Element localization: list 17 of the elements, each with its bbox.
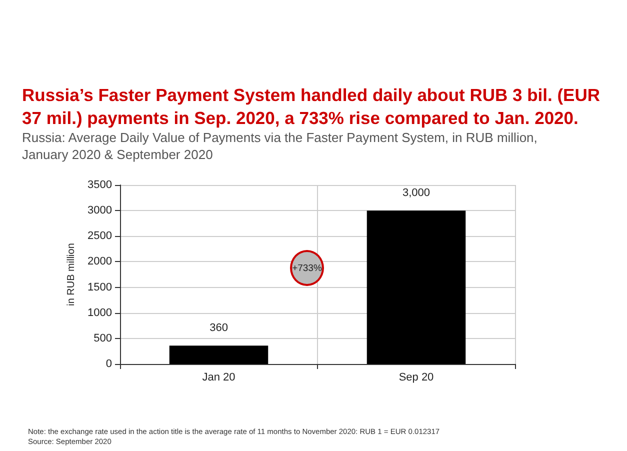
y-tick-label: 0 <box>106 358 112 370</box>
data-label: 360 <box>210 322 228 334</box>
y-tick-label: 3000 <box>88 204 112 217</box>
circle-badge: +733% <box>290 250 324 286</box>
y-tick-label: 2000 <box>88 256 112 268</box>
annotation: +733% <box>292 262 322 274</box>
chart-title: Russia’s Faster Payment System handled daily about RUB 3 bil. (EUR 37 mil.) payments in Sep. 2020, a 733% rise compared to Jan. 2020. <box>22 84 601 130</box>
x-tick-label: Sep 20 <box>398 372 434 384</box>
data-label: 3,000 <box>402 187 430 200</box>
y-tick-label: 3500 <box>88 179 112 191</box>
y-tick-label: 1500 <box>88 281 112 294</box>
y-tick-label: 2500 <box>88 230 112 242</box>
y-tick-label: 500 <box>94 332 112 344</box>
y-axis-title: in RUB million <box>66 243 78 306</box>
chart-subtitle: Russia: Average Daily Value of Payments via the Faster Payment System, in RUB million, January 2020 & September 2020 <box>22 129 538 163</box>
y-tick-label: 1000 <box>88 306 112 319</box>
x-tick-label: Jan 20 <box>202 372 236 384</box>
